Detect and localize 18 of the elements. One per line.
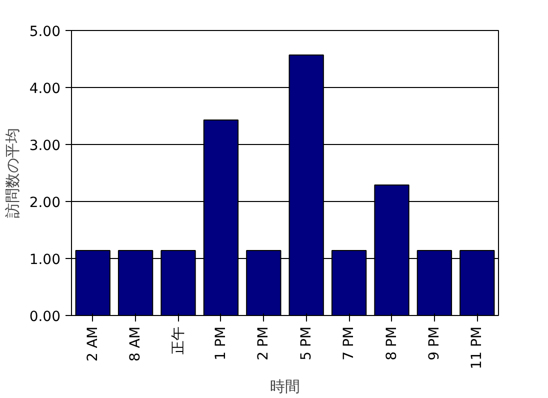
y-tick-label: 1.00 bbox=[29, 252, 60, 268]
x-tick-label: 11 PM bbox=[469, 326, 486, 370]
x-tick-label: 8 PM bbox=[384, 326, 400, 360]
x-tick-label: 8 AM bbox=[128, 326, 144, 362]
y-axis-title: 訪問数の平均 bbox=[3, 128, 22, 218]
x-tick-label: 7 PM bbox=[341, 326, 358, 360]
x-tick-label: 5 PM bbox=[298, 326, 314, 360]
y-tick-label: 2.00 bbox=[29, 195, 60, 211]
x-tick-label: 2 AM bbox=[84, 326, 101, 362]
x-tick-label: 2 PM bbox=[256, 326, 272, 360]
x-tick-label: 1 PM bbox=[212, 326, 229, 360]
y-tick-label: 5.00 bbox=[29, 24, 60, 40]
x-tick-label: 正午 bbox=[170, 326, 186, 354]
x-axis-title: 時間 bbox=[270, 377, 300, 396]
y-tick-label: 3.00 bbox=[29, 138, 60, 154]
y-tick-label: 0.00 bbox=[29, 309, 60, 325]
x-tick-label: 9 PM bbox=[426, 326, 442, 360]
y-tick-label: 4.00 bbox=[29, 81, 60, 97]
